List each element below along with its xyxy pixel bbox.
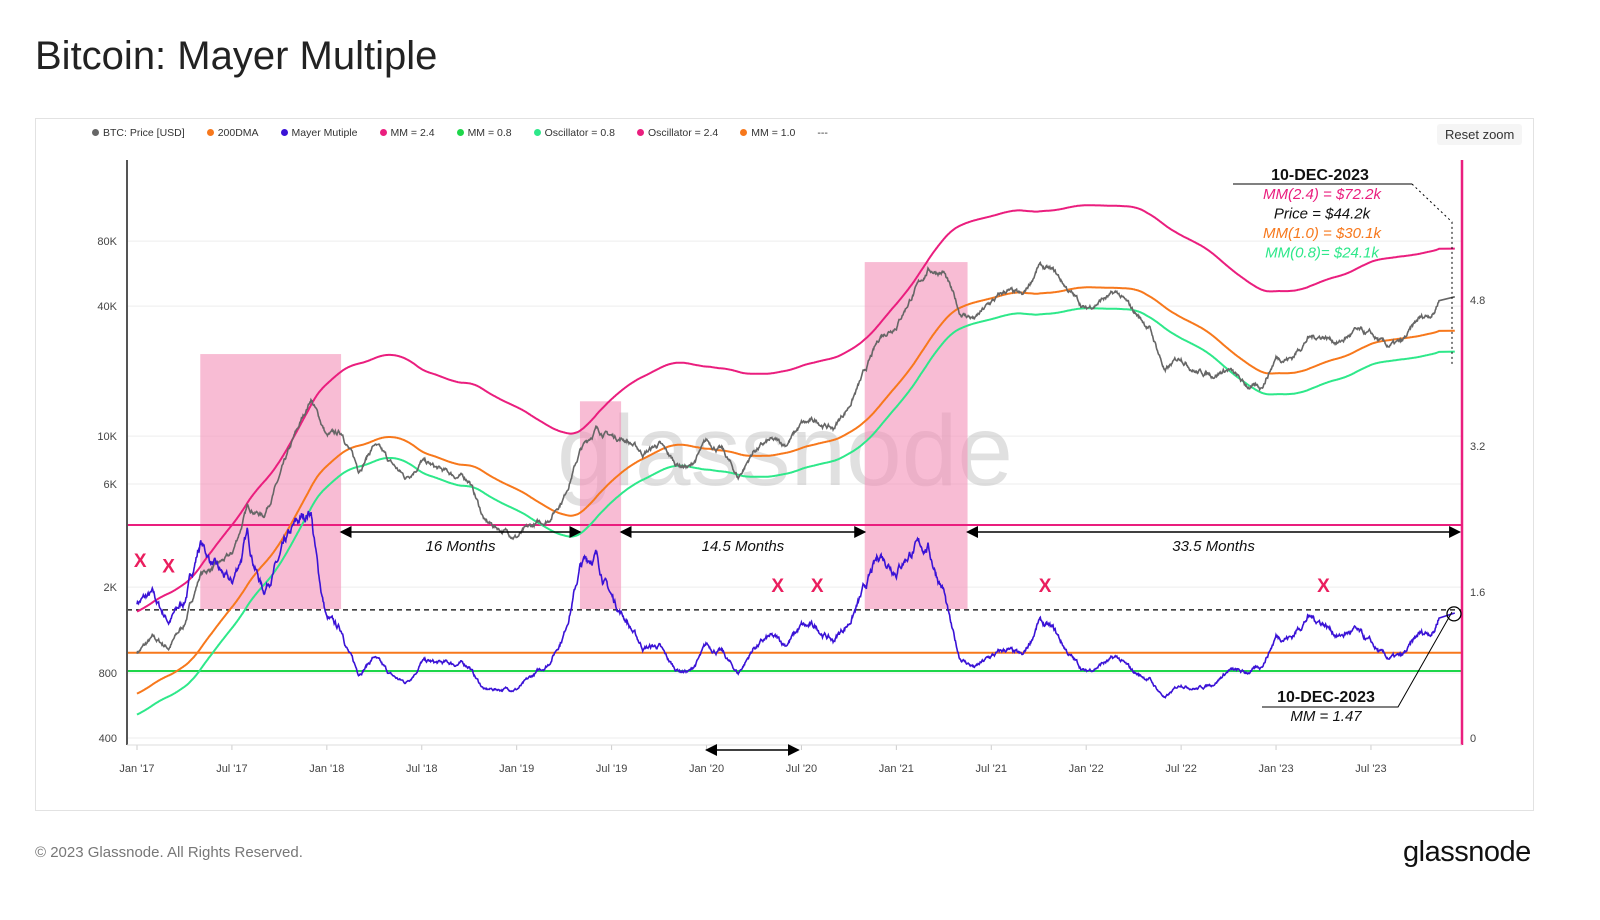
- annotation-leader: [1262, 611, 1453, 708]
- legend-label: MM = 2.4: [390, 127, 435, 139]
- legend-item[interactable]: MM = 2.4: [379, 127, 435, 139]
- duration-label: 14.5 Months: [702, 538, 785, 555]
- annotation-date: 10-DEC-2023: [1271, 167, 1369, 184]
- y-right-tick-label: 1.6: [1470, 587, 1485, 599]
- x-marker: X: [1039, 576, 1052, 597]
- y-right-tick-label: 4.8: [1470, 295, 1485, 307]
- legend-dot-icon: [206, 129, 214, 136]
- x-marker: X: [162, 557, 175, 578]
- reset-zoom-button[interactable]: Reset zoom: [1437, 124, 1523, 145]
- chart-frame: [35, 118, 1534, 811]
- legend-item[interactable]: Oscillator = 0.8: [533, 127, 615, 139]
- x-marker: X: [1317, 576, 1330, 597]
- y-left-tick-label: 40K: [97, 301, 117, 313]
- x-tick-label: Jul '19: [596, 763, 627, 775]
- legend-item[interactable]: Mayer Mutiple: [280, 127, 358, 139]
- price-line: [136, 261, 1455, 654]
- x-tick-label: Jul '17: [216, 763, 247, 775]
- legend-dot-icon: [533, 129, 541, 136]
- x-marker: X: [134, 551, 147, 572]
- legend-item[interactable]: BTC: Price [USD]: [92, 127, 185, 139]
- band-line: [136, 307, 1455, 716]
- legend-dot-icon: [636, 129, 644, 136]
- annotation-line: MM(0.8)= $24.1k: [1265, 245, 1380, 262]
- annotation-line: MM(2.4) = $72.2k: [1263, 186, 1382, 203]
- y-left-tick-label: 6K: [104, 479, 118, 491]
- legend-dot-icon: [280, 129, 288, 136]
- legend-dot-icon: [740, 129, 748, 136]
- highlight-circle: [1446, 606, 1462, 622]
- legend-label: 200DMA: [217, 127, 259, 139]
- x-tick-label: Jul '23: [1355, 763, 1386, 775]
- legend-dot-icon: [456, 129, 464, 136]
- x-tick-label: Jul '21: [976, 763, 1007, 775]
- annotation-line: MM(1.0) = $30.1k: [1263, 225, 1382, 242]
- legend-item[interactable]: MM = 1.0: [740, 127, 795, 139]
- annotation-leader: [1411, 183, 1453, 365]
- glassnode-logo: glassnode: [1403, 836, 1531, 868]
- legend-label: Oscillator = 2.4: [647, 127, 719, 139]
- legend-label: BTC: Price [USD]: [103, 127, 185, 139]
- y-left-tick-label: 800: [99, 668, 117, 680]
- x-tick-label: Jan '22: [1069, 763, 1104, 775]
- legend-item[interactable]: Oscillator = 2.4: [636, 127, 719, 139]
- x-tick-label: Jan '21: [879, 763, 914, 775]
- x-tick-label: Jan '18: [309, 763, 344, 775]
- x-tick-label: Jul '20: [786, 763, 817, 775]
- annotation-value: MM = 1.47: [1290, 708, 1362, 725]
- annotation-line: Price = $44.2k: [1274, 206, 1372, 223]
- x-tick-label: Jan '17: [119, 763, 154, 775]
- band-line: [136, 204, 1455, 613]
- y-left-tick-label: 10K: [97, 431, 117, 443]
- duration-label: 33.5 Months: [1172, 538, 1255, 555]
- legend-item[interactable]: MM = 0.8: [456, 127, 512, 139]
- legend-dot-icon: [379, 129, 387, 136]
- legend: BTC: Price [USD] 200DMA Mayer Mutiple MM = …: [92, 127, 828, 139]
- x-marker: X: [771, 576, 784, 597]
- page-title: Bitcoin: Mayer Multiple: [35, 34, 438, 78]
- y-left-tick-label: 400: [99, 733, 117, 745]
- y-right-tick-label: 3.2: [1470, 441, 1485, 453]
- x-tick-label: Jul '22: [1165, 763, 1196, 775]
- shaded-period: [579, 401, 622, 609]
- copyright: © 2023 Glassnode. All Rights Reserved.: [35, 844, 303, 861]
- y-left-tick-label: 2K: [104, 582, 118, 594]
- band-line: [136, 286, 1455, 695]
- legend-item[interactable]: 200DMA: [206, 127, 259, 139]
- x-tick-label: Jan '23: [1258, 763, 1293, 775]
- duration-label: 16 Months: [425, 538, 496, 555]
- y-right-tick-label: 0: [1470, 733, 1476, 745]
- legend-label: MM = 0.8: [467, 127, 512, 139]
- x-tick-label: Jan '20: [689, 763, 724, 775]
- legend-label: MM = 1.0: [751, 127, 796, 139]
- legend-dot-icon: [92, 129, 99, 136]
- legend-item[interactable]: ---: [817, 127, 828, 139]
- x-tick-label: Jan '19: [499, 763, 534, 775]
- y-left-tick-label: 80K: [97, 236, 117, 248]
- mayer-multiple-line: [136, 510, 1456, 699]
- x-tick-label: Jul '18: [406, 763, 437, 775]
- x-marker: X: [811, 576, 824, 597]
- legend-label: Oscillator = 0.8: [544, 127, 615, 139]
- annotation-date: 10-DEC-2023: [1277, 689, 1375, 706]
- legend-label: ---: [817, 127, 828, 139]
- legend-label: Mayer Mutiple: [291, 127, 358, 139]
